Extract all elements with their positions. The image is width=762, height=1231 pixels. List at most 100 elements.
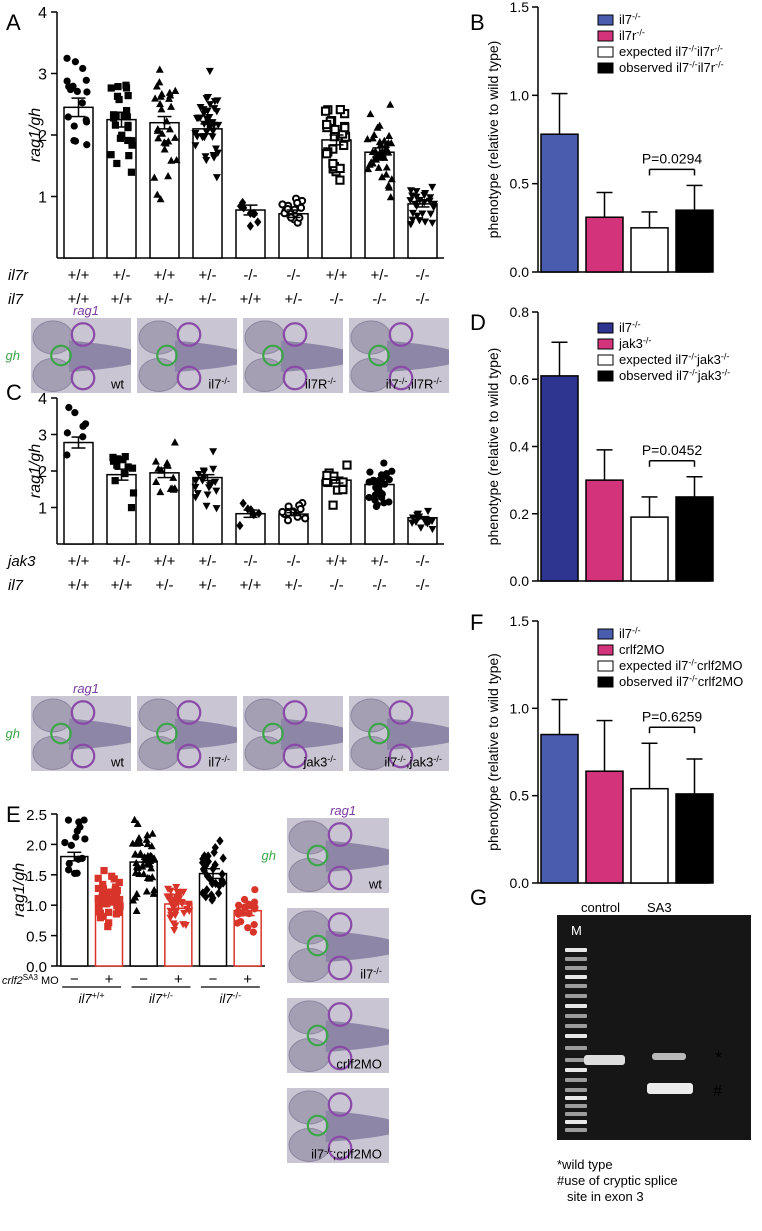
- body-shape: [69, 340, 131, 372]
- data-point: [209, 465, 218, 473]
- rag1-tag: rag1: [73, 681, 99, 696]
- data-point: [328, 158, 338, 169]
- y-tick-label: 0.0: [510, 573, 530, 589]
- data-point: [209, 127, 218, 135]
- data-point: [378, 493, 386, 502]
- larva-photo: il7R-/-​: [243, 318, 343, 393]
- gel-band-control: [584, 1055, 625, 1065]
- legend-swatch: [597, 338, 614, 350]
- data-point: [115, 878, 123, 887]
- y-tick-label: 0.2: [510, 506, 530, 522]
- bar: [585, 770, 624, 884]
- data-point: [169, 473, 178, 481]
- gh-tag: gh: [6, 348, 20, 363]
- y-tick-label: 4: [38, 391, 47, 408]
- larva-photo: il7-/-​: [137, 696, 237, 771]
- larva-photo: il7-/-​: [287, 908, 389, 983]
- data-point: [164, 885, 172, 893]
- y-axis-label: phenotype (relative to wild type): [485, 653, 501, 851]
- gh-marker: [306, 1024, 329, 1047]
- genotype-photo-label: il7-/-​,jak3-/-​: [384, 754, 442, 770]
- data-point: [209, 893, 217, 903]
- data-point: [386, 100, 395, 108]
- data-point: [250, 920, 258, 929]
- data-point: [98, 893, 106, 901]
- data-point: [171, 922, 180, 930]
- data-point: [251, 886, 259, 894]
- legend-label: crlf2MO: [619, 642, 665, 657]
- data-point: [133, 837, 142, 846]
- genotype-photo-label: wt: [110, 755, 124, 770]
- data-point: [412, 188, 421, 196]
- data-point: [63, 429, 71, 437]
- data-point: [211, 860, 219, 870]
- data-point: [118, 131, 126, 139]
- data-point: [109, 457, 118, 465]
- genotype-row-label: il7: [8, 291, 24, 308]
- legend-label: il7r-/-​: [619, 27, 645, 43]
- data-point: [156, 487, 165, 496]
- data-point: [96, 909, 105, 917]
- gh-marker: [50, 722, 72, 745]
- data-point: [387, 175, 396, 183]
- data-point: [133, 819, 142, 828]
- data-point: [420, 191, 429, 200]
- data-point: [338, 477, 348, 487]
- data-point: [145, 860, 154, 868]
- body-shape: [281, 718, 343, 750]
- rag1-marker: [70, 743, 96, 769]
- y-tick-label: 0.8: [510, 304, 530, 320]
- data-point: [236, 520, 244, 531]
- rag1-marker: [176, 365, 202, 391]
- y-tick-label: 1.5: [26, 868, 47, 885]
- legend-label: il7-/-​: [619, 319, 641, 335]
- data-point: [153, 190, 162, 198]
- ladder-band: [565, 1078, 587, 1082]
- body-shape: [325, 1110, 389, 1142]
- bar: [63, 106, 94, 259]
- gel-lane-label-m: M: [571, 923, 582, 938]
- data-point: [128, 141, 136, 149]
- larva-photo: wt: [31, 696, 131, 771]
- rag1-marker: [70, 322, 96, 347]
- rag1-marker: [282, 322, 308, 347]
- data-point: [335, 175, 345, 185]
- data-point: [156, 92, 165, 100]
- data-point: [202, 115, 211, 123]
- data-point: [212, 878, 220, 889]
- genotype-label: +/+: [240, 291, 262, 308]
- data-point: [199, 474, 208, 482]
- data-point: [172, 884, 181, 892]
- data-point: [201, 153, 210, 161]
- data-point: [97, 899, 105, 907]
- data-point: [210, 154, 218, 162]
- data-point: [107, 84, 115, 92]
- data-point: [171, 133, 179, 141]
- genotype-row-label: il7r: [8, 267, 29, 284]
- larva-photo: wt: [31, 318, 131, 393]
- data-point: [132, 889, 141, 898]
- body-shape: [281, 340, 343, 372]
- data-point: [166, 893, 175, 901]
- rag1-marker: [327, 1045, 353, 1071]
- genotype-photo-label: il7-/-​,il7R-/-​: [386, 376, 442, 392]
- genotype-photo-label: il7-/-​: [360, 966, 382, 982]
- legend-label: expected il7-/-​crlf2MO: [619, 657, 742, 673]
- bar: [585, 216, 624, 273]
- data-point: [142, 887, 151, 895]
- rag1-tag: rag1: [73, 303, 99, 318]
- data-point: [170, 484, 179, 492]
- data-point: [135, 834, 144, 842]
- y-tick-label: 2: [38, 128, 47, 145]
- data-point: [387, 139, 396, 147]
- gel-image: M control SA3 * # *wild type #use of cry…: [557, 900, 751, 1204]
- data-point: [79, 64, 87, 73]
- larva-photo: il7-/-​,jak3-/-​: [349, 696, 449, 771]
- data-point: [105, 908, 113, 916]
- data-point: [191, 477, 200, 486]
- data-point: [65, 859, 73, 868]
- data-point: [246, 221, 254, 231]
- genotype-label: +/+: [68, 267, 90, 284]
- legend-swatch: [597, 322, 614, 334]
- data-point: [71, 137, 80, 145]
